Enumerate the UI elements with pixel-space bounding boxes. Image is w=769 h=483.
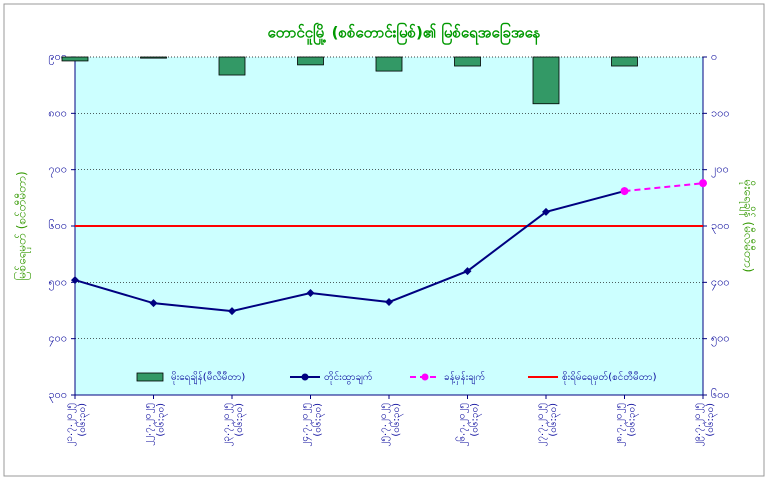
- bar: [532, 56, 560, 105]
- point: [463, 267, 472, 276]
- bar: [61, 56, 89, 62]
- y-tick-label: ၄၀၀: [48, 332, 67, 347]
- x-tick-label: (၀၆:၃၀): [703, 403, 718, 437]
- bar: [140, 56, 167, 59]
- legend-label: ခန့်မှန်းချက်: [444, 370, 485, 385]
- point: [71, 276, 79, 285]
- y-tick-label: ၇၀၀: [48, 163, 67, 178]
- point: [385, 298, 393, 307]
- y2-tick-label: ၃၀၀: [711, 219, 730, 234]
- legend-swatch: [421, 373, 429, 381]
- x-tick-label: (၀၆:၃၀): [389, 403, 404, 437]
- y-tick-label: ၅၀၀: [48, 275, 67, 290]
- point: [228, 307, 236, 316]
- x-tick-label: (၀၆:၃၀): [75, 403, 90, 437]
- x-tick-label: ၂၈.၇.၂၀၂၅: [614, 403, 627, 447]
- bar: [611, 56, 638, 67]
- y-tick-label: ၃၀၀: [48, 388, 67, 403]
- x-tick-label: (၀၆:၃၀): [625, 403, 640, 437]
- y2-tick-label: ၂၀၀: [711, 163, 729, 178]
- x-tick-label: (၀၆:၃၀): [546, 403, 561, 437]
- x-tick-label: ၂၅.၇.၂၀၂၅: [378, 403, 391, 447]
- x-tick-label: ၂၃.၇.၂၀၂၅: [221, 403, 234, 447]
- x-tick-label: ၂၄.၇.၂၀၂၅: [300, 403, 313, 447]
- point: [699, 179, 707, 188]
- legend-label: မိုးရေချိန်(မီလီမီတာ): [171, 370, 245, 385]
- legend-swatch: [301, 373, 309, 381]
- y2-axis-title: မိုးရေချိန် (မီလီမီတာ): [739, 180, 757, 273]
- x-tick-label: ၂၁.၇.၂၀၂၅: [64, 403, 77, 447]
- x-tick-label: ၂၇.၇.၂၀၂၅: [535, 403, 548, 447]
- line: [624, 182, 704, 193]
- y2-tick-label: ၄၀၀: [711, 275, 730, 290]
- bar: [375, 56, 403, 72]
- legend-swatch: [136, 372, 164, 382]
- y-axis-title: မြစ်ရေမှတ် (စင်တီမီတာ): [13, 171, 32, 280]
- point: [149, 299, 158, 308]
- y2-tick-label: ၀: [711, 50, 717, 63]
- legend-label: စိုးရိမ်ရေမှတ်(စင်တီမီတာ): [562, 370, 657, 385]
- point: [542, 207, 550, 216]
- x-tick-label: (၀၆:၃၀): [154, 403, 169, 437]
- x-tick-label: (၀၆:၃၀): [232, 403, 247, 437]
- line: [74, 190, 625, 313]
- x-tick-label: (၀၆:၃၀): [311, 403, 326, 437]
- bar: [297, 56, 324, 66]
- point: [306, 289, 315, 298]
- legend-label: တိုင်းထွာချက်: [324, 370, 373, 385]
- point: [620, 187, 629, 196]
- x-tick-label: (၀၆:၃၀): [468, 403, 483, 437]
- y2-tick-label: ၅၀၀: [711, 332, 730, 347]
- x-tick-label: ၂၉.၇.၂၀၂၅: [692, 403, 705, 447]
- x-tick-label: ၂၆.၇.၂၀၂၅: [455, 403, 470, 447]
- bar: [454, 56, 481, 67]
- y2-tick-label: ၆၀၀: [711, 388, 730, 401]
- y-tick-label: ၈၀၀: [48, 106, 67, 119]
- x-tick-label: ၂၂.၇.၂၀၂၅: [143, 403, 156, 446]
- bar: [218, 56, 246, 76]
- y-tick-label: ၆၀၀: [48, 219, 67, 232]
- y2-tick-label: ၁၀၀: [711, 106, 730, 119]
